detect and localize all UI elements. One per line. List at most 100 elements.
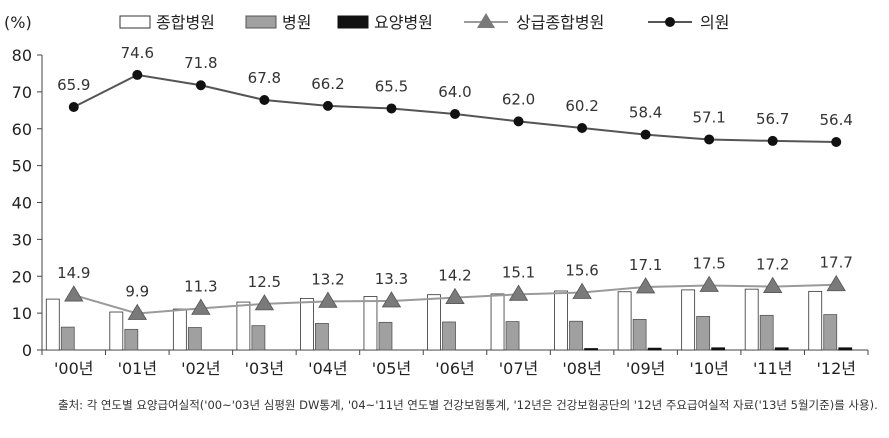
y-tick-label: 50 (12, 157, 32, 176)
source-note: 출처: 각 연도별 요양급여실적('00~'03년 심평원 DW통계, '04~… (58, 398, 878, 412)
y-tick-label: 70 (12, 83, 32, 102)
bar-요양병원 (584, 348, 598, 351)
data-label-상급종합병원: 15.1 (502, 263, 535, 281)
legend-label-종합병원: 종합병원 (156, 13, 215, 32)
x-tick-label: '12년 (816, 359, 855, 378)
bar-종합병원 (236, 301, 251, 351)
legend-label-병원: 병원 (282, 13, 311, 32)
legend-marker-상급종합병원 (477, 13, 495, 28)
marker-의원 (640, 129, 651, 140)
marker-의원 (322, 100, 333, 111)
bar-요양병원 (647, 347, 662, 351)
data-label-의원: 65.5 (375, 77, 408, 95)
legend-label-의원: 의원 (700, 13, 729, 32)
data-label-의원: 67.8 (248, 69, 281, 87)
data-label-상급종합병원: 14.9 (57, 264, 90, 282)
bar-종합병원 (490, 293, 505, 351)
y-tick-label: 80 (12, 46, 32, 65)
marker-의원 (513, 116, 524, 127)
bar-요양병원 (711, 347, 726, 351)
data-label-상급종합병원: 14.2 (438, 267, 471, 285)
legend-marker-의원 (665, 17, 675, 27)
data-label-상급종합병원: 17.2 (756, 256, 789, 274)
bar-요양병원 (838, 347, 853, 351)
x-tick-label: '02년 (181, 359, 220, 378)
marker-의원 (767, 135, 778, 146)
bar-종합병원 (427, 294, 441, 351)
bar-병원 (315, 323, 329, 351)
bar-종합병원 (808, 290, 823, 351)
x-tick-label: '04년 (308, 359, 347, 378)
data-label-의원: 57.1 (692, 108, 725, 126)
bar-병원 (442, 321, 456, 351)
y-tick-label: 30 (12, 230, 32, 249)
marker-상급종합병원 (635, 277, 656, 294)
data-label-상급종합병원: 13.2 (311, 270, 344, 288)
marker-상급종합병원 (254, 294, 275, 311)
bar-종합병원 (744, 288, 759, 351)
bar-병원 (187, 327, 202, 351)
legend-label-상급종합병원: 상급종합병원 (516, 13, 604, 32)
bar-종합병원 (681, 289, 696, 351)
data-label-의원: 66.2 (311, 75, 344, 93)
bar-종합병원 (617, 291, 632, 351)
marker-상급종합병원 (762, 276, 783, 293)
marker-상급종합병원 (508, 284, 529, 301)
legend-swatch-종합병원 (119, 15, 151, 29)
marker-상급종합병원 (318, 291, 338, 308)
marker-상급종합병원 (381, 291, 402, 308)
bar-종합병원 (300, 297, 314, 351)
x-tick-label: '09년 (626, 359, 665, 378)
bar-병원 (632, 318, 647, 351)
legend-swatch-요양병원 (337, 15, 369, 29)
bar-종합병원 (45, 298, 60, 351)
bar-병원 (378, 321, 393, 351)
marker-상급종합병원 (64, 285, 84, 302)
data-label-상급종합병원: 17.5 (692, 254, 725, 272)
marker-의원 (704, 134, 715, 145)
x-tick-label: '03년 (245, 359, 284, 378)
marker-상급종합병원 (127, 303, 148, 320)
marker-의원 (450, 109, 460, 119)
x-tick-label: '05년 (372, 359, 411, 378)
bar-종합병원 (172, 308, 187, 351)
bar-종합병원 (554, 290, 568, 351)
marker-의원 (195, 80, 206, 91)
bar-종합병원 (109, 311, 124, 351)
data-label-의원: 60.2 (565, 97, 598, 115)
bar-요양병원 (774, 347, 789, 351)
x-tick-label: '08년 (562, 359, 601, 378)
bar-병원 (505, 321, 520, 351)
marker-의원 (831, 137, 842, 148)
data-label-의원: 64.0 (438, 83, 471, 101)
bar-병원 (696, 316, 711, 351)
data-label-의원: 65.9 (57, 76, 90, 94)
data-label-의원: 56.4 (820, 111, 853, 129)
marker-의원 (68, 101, 79, 112)
x-tick-label: '11년 (753, 359, 792, 378)
data-label-상급종합병원: 17.7 (820, 254, 853, 272)
data-label-상급종합병원: 12.5 (248, 273, 281, 291)
bar-병원 (124, 328, 139, 351)
y-tick-label: 40 (12, 194, 32, 213)
bar-병원 (759, 314, 774, 351)
x-tick-label: '10년 (689, 359, 728, 378)
marker-의원 (132, 69, 143, 80)
x-tick-label: '00년 (54, 359, 93, 378)
legend-label-요양병원: 요양병원 (374, 13, 433, 32)
marker-상급종합병원 (572, 282, 592, 299)
bar-종합병원 (363, 296, 378, 351)
x-tick-label: '07년 (499, 359, 538, 378)
data-label-의원: 74.6 (121, 44, 154, 62)
marker-의원 (259, 94, 270, 105)
data-label-상급종합병원: 13.3 (375, 270, 408, 288)
marker-상급종합병원 (191, 298, 211, 315)
data-label-의원: 71.8 (184, 54, 217, 72)
data-label-의원: 62.0 (502, 90, 535, 108)
legend-swatch-병원 (245, 15, 277, 29)
data-label-의원: 58.4 (629, 104, 662, 122)
y-tick-label: 60 (12, 120, 32, 139)
x-tick-label: '06년 (435, 359, 474, 378)
